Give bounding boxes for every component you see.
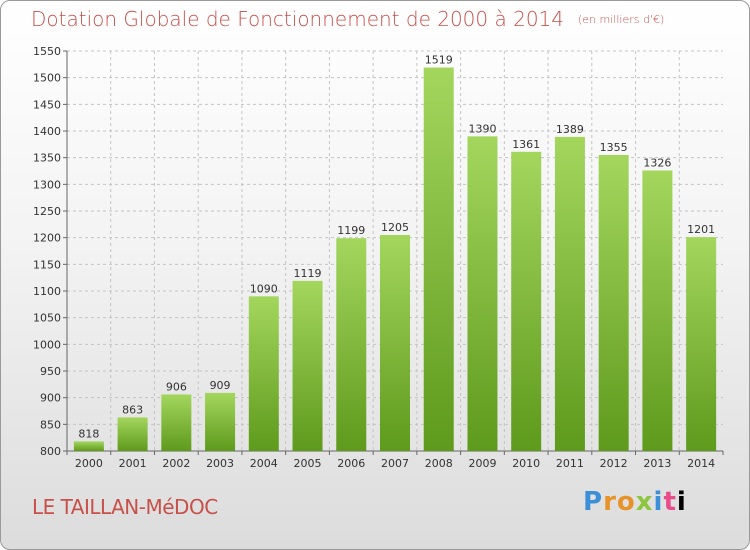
y-tick-label: 1200 [33, 232, 61, 245]
y-tick-label: 1100 [33, 285, 61, 298]
value-label-2007: 1205 [381, 221, 409, 234]
y-tick-label: 1300 [33, 178, 61, 191]
value-label-2014: 1201 [687, 223, 715, 236]
bar-2010 [511, 151, 542, 452]
logo-letter: i [676, 487, 687, 517]
bar-2002 [161, 394, 192, 451]
value-label-2001: 863 [122, 403, 143, 416]
axes: 800 850 900 950 1000 1050 1100 1150 1200 1250 1300… [33, 45, 724, 470]
bars [73, 67, 717, 452]
value-label-2008: 1519 [425, 54, 453, 67]
value-label-2013: 1326 [643, 156, 671, 169]
y-tick-label: 1050 [33, 312, 61, 325]
bar-2008 [423, 67, 454, 452]
value-label-2006: 1199 [337, 224, 365, 237]
x-tick-label-2012: 2012 [600, 457, 628, 470]
value-label-2011: 1389 [556, 123, 584, 136]
x-tick-label-2004: 2004 [250, 457, 278, 470]
bar-2005 [292, 280, 323, 451]
value-label-2009: 1390 [468, 122, 496, 135]
bar-2011 [554, 136, 585, 451]
y-tick-label: 800 [40, 445, 61, 458]
chart-title: Dotation Globale de Fonctionnement de 20… [31, 7, 664, 31]
y-tick-label: 950 [40, 365, 61, 378]
y-tick-label: 900 [40, 392, 61, 405]
bar-2001 [117, 417, 148, 451]
chart-subtitle: (en milliers d'€) [578, 13, 665, 26]
x-tick-label-2005: 2005 [294, 457, 322, 470]
value-label-2012: 1355 [600, 141, 628, 154]
municipality-name: LE TAILLAN-MéDOC [32, 495, 218, 519]
bar-2004 [248, 296, 279, 451]
logo-letter: t [663, 487, 677, 517]
value-labels: 818 863 906 909 1090 1119 1199 1205 1519 1390 1361… [78, 54, 715, 441]
x-tick-label-2007: 2007 [381, 457, 409, 470]
proxiti-logo: Proxiti [583, 487, 687, 517]
y-tick-label: 1500 [33, 72, 61, 85]
y-tick-label: 1150 [33, 258, 61, 271]
logo-letter: i [653, 487, 664, 517]
logo-letter: x [635, 487, 654, 517]
x-tick-label-2002: 2002 [162, 457, 190, 470]
value-label-2004: 1090 [250, 282, 278, 295]
y-tick-label: 1350 [33, 152, 61, 165]
value-label-2010: 1361 [512, 138, 540, 151]
x-tick-label-2001: 2001 [119, 457, 147, 470]
y-tick-label: 1550 [33, 45, 61, 58]
chart-title-text: Dotation Globale de Fonctionnement de 20… [31, 7, 564, 31]
bar-2007 [380, 235, 410, 451]
y-tick-label: 1000 [33, 338, 61, 351]
bar-2014 [686, 237, 717, 451]
x-tick-label-2009: 2009 [468, 457, 496, 470]
x-tick-label-2010: 2010 [512, 457, 540, 470]
y-tick-label: 1250 [33, 205, 61, 218]
y-tick-label: 850 [40, 418, 61, 431]
value-label-2003: 909 [210, 379, 231, 392]
bar-2000 [73, 441, 104, 451]
bar-2012 [598, 155, 629, 451]
value-label-2000: 818 [78, 427, 99, 440]
x-tick-label-2000: 2000 [75, 457, 103, 470]
y-tick-label: 1450 [33, 98, 61, 111]
logo-letter: o [616, 487, 636, 517]
bar-2013 [642, 170, 673, 451]
bar-2003 [205, 392, 236, 451]
x-tick-label-2011: 2011 [556, 457, 584, 470]
logo-letter: r [603, 487, 617, 517]
x-tick-label-2003: 2003 [206, 457, 234, 470]
x-tick-label-2014: 2014 [687, 457, 715, 470]
x-tick-label-2013: 2013 [643, 457, 671, 470]
x-tick-label-2006: 2006 [337, 457, 365, 470]
bar-2009 [467, 136, 498, 452]
value-label-2002: 906 [166, 380, 187, 393]
value-label-2005: 1119 [294, 267, 322, 280]
logo-letter: P [583, 487, 604, 517]
x-tick-label-2008: 2008 [425, 457, 453, 470]
bar-2006 [336, 238, 367, 451]
y-tick-label: 1400 [33, 125, 61, 138]
